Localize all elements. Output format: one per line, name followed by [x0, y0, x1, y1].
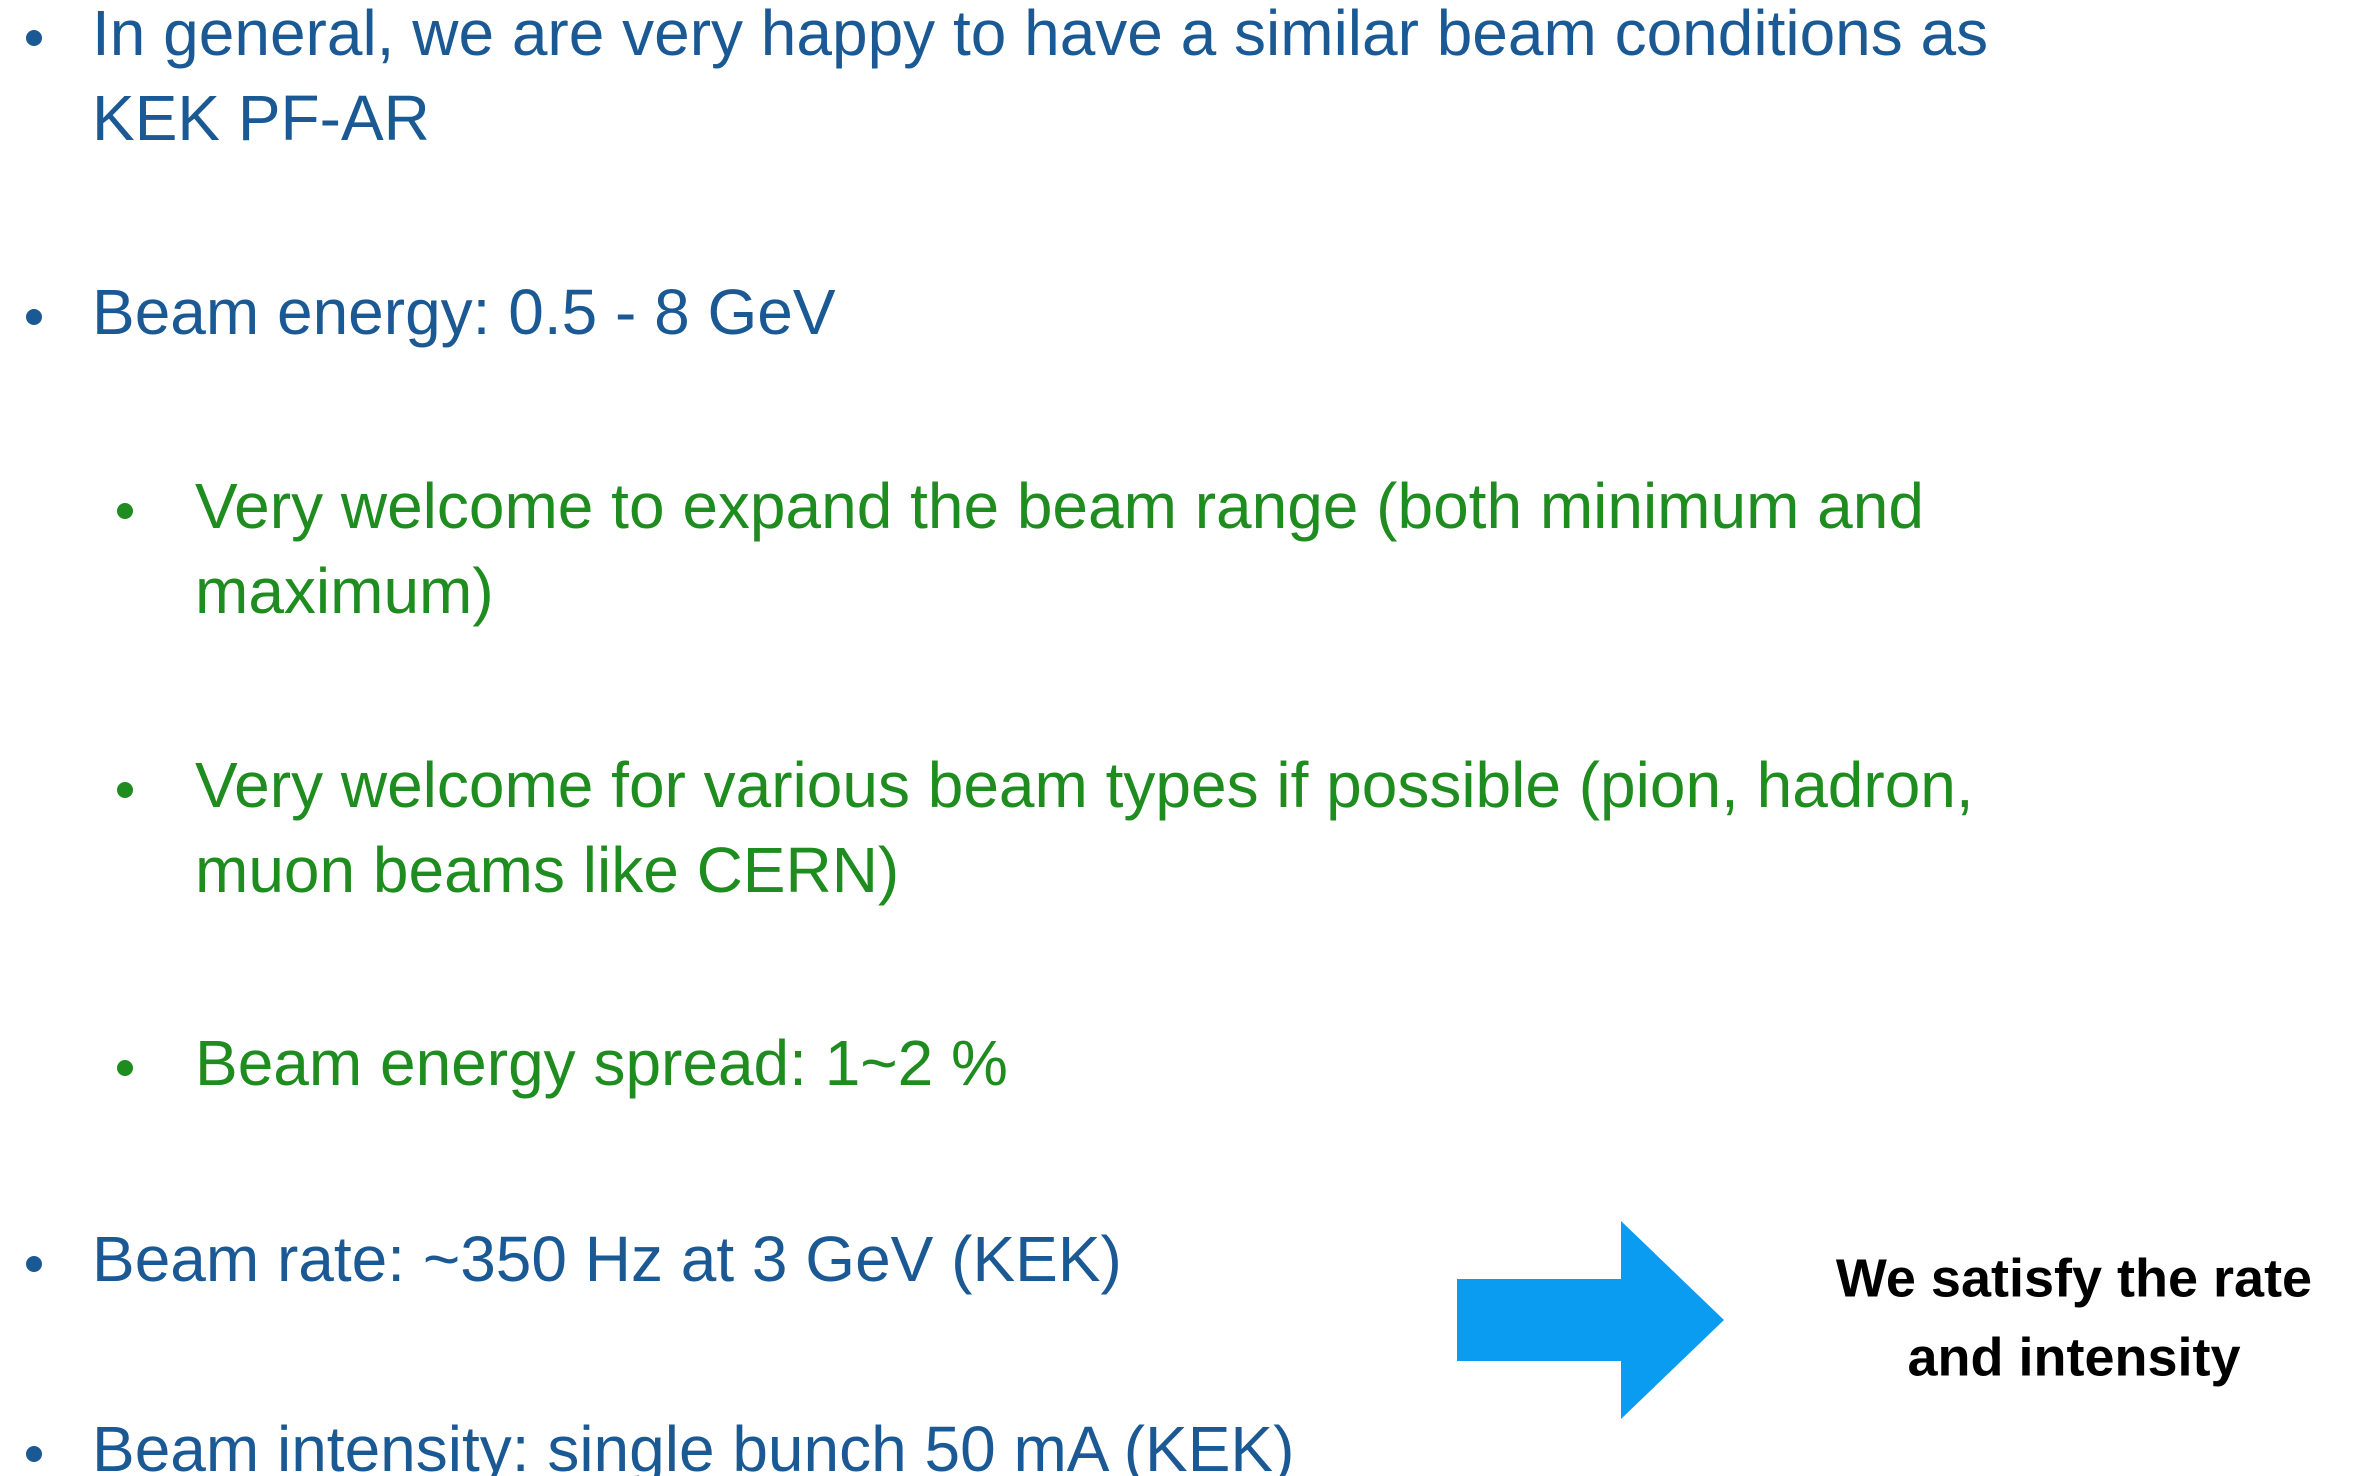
bullet	[26, 309, 42, 325]
bullet-text: Very welcome to expand the beam range (b…	[195, 470, 1924, 542]
bullet	[26, 1256, 42, 1272]
note-text: and intensity	[1907, 1327, 2240, 1387]
bullet-text: KEK PF-AR	[92, 82, 430, 154]
bullet	[117, 503, 133, 519]
note-text: We satisfy the rate	[1836, 1248, 2312, 1308]
bullet-text: maximum)	[195, 555, 494, 627]
bullet	[117, 1060, 133, 1076]
bullet-text: muon beams like CERN)	[195, 834, 899, 906]
bullet	[117, 782, 133, 798]
bullet-text: Beam energy spread: 1~2 %	[195, 1027, 1008, 1099]
bullet-text: In general, we are very happy to have a …	[92, 0, 1988, 69]
bullet	[26, 1446, 42, 1462]
arrow	[1457, 1221, 1724, 1419]
bullet-text: Beam intensity: single bunch 50 mA (KEK)	[92, 1413, 1294, 1476]
bullet-text: Beam energy: 0.5 - 8 GeV	[92, 276, 836, 348]
bullet-text: Beam rate: ~350 Hz at 3 GeV (KEK)	[92, 1223, 1122, 1295]
bullet-text: Very welcome for various beam types if p…	[195, 749, 1974, 821]
bullet	[26, 30, 42, 46]
